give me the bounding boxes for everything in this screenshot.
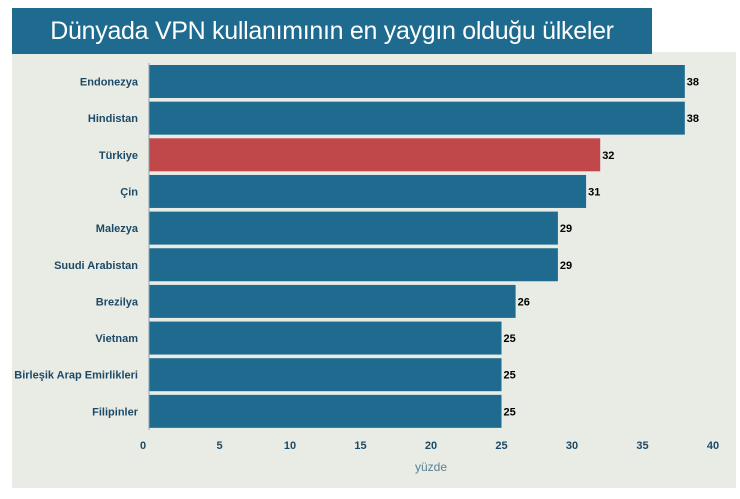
bar-7 [149,284,516,318]
category-label: Suudi Arabistan [54,260,138,272]
bar-5 [149,211,558,245]
value-label: 38 [687,77,699,89]
category-label: Brezilya [96,296,139,308]
bar-4 [149,174,587,208]
x-tick-label: 35 [636,440,648,452]
bar-8 [149,321,502,355]
value-label: 25 [504,370,516,382]
x-tick-label: 30 [566,440,578,452]
x-tick-label: 20 [425,440,437,452]
value-label: 29 [560,260,572,272]
x-tick-labels: 0 5 10 15 20 25 30 35 40 [140,440,719,452]
value-label: 25 [504,406,516,418]
value-label: 26 [518,296,530,308]
value-label: 38 [687,113,699,125]
category-label: Malezya [96,223,139,235]
value-labels: 38 38 32 31 29 29 26 25 25 25 [504,77,700,419]
category-label: Birleşik Arap Emirlikleri [14,370,138,382]
x-axis-title: yüzde [415,460,447,474]
x-tick-label: 10 [284,440,296,452]
bar-2 [149,101,685,135]
x-tick-label: 25 [495,440,507,452]
category-labels: Endonezya Hindistan Türkiye Çin Malezya Suudi… [14,77,139,419]
category-label: Vietnam [95,333,138,345]
bar-6 [149,248,558,282]
x-tick-label: 15 [354,440,366,452]
category-label: Türkiye [99,150,138,162]
bar-1 [149,65,685,98]
bar-9 [149,358,502,392]
x-tick-label: 0 [140,440,146,452]
category-label: Çin [120,186,138,198]
chart-title: Dünyada VPN kullanımının en yaygın olduğ… [50,16,614,45]
value-label: 25 [504,333,516,345]
x-tick-label: 40 [707,440,719,452]
value-label: 31 [588,186,600,198]
title-bar: Dünyada VPN kullanımının en yaygın olduğ… [12,8,652,54]
category-label: Hindistan [88,113,138,125]
value-label: 29 [560,223,572,235]
bar-3 [149,138,601,172]
value-label: 32 [602,150,614,162]
category-label: Filipinler [92,406,139,418]
bar-group [149,65,685,428]
x-tick-label: 5 [216,440,222,452]
bar-10 [149,394,502,428]
category-label: Endonezya [80,77,139,89]
